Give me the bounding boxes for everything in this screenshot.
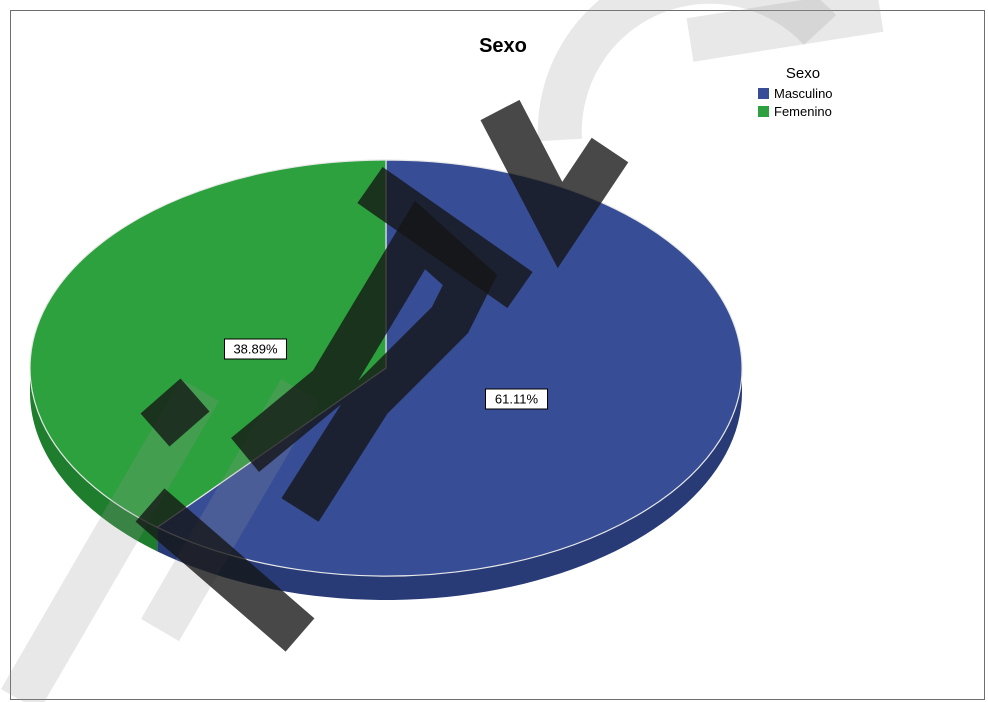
- legend: Sexo Masculino Femenino: [758, 65, 833, 119]
- pie-side-masculino: [157, 368, 742, 600]
- pie-side-femenino: [30, 368, 158, 552]
- legend-title: Sexo: [786, 65, 820, 82]
- legend-swatch: [758, 88, 769, 99]
- legend-swatch: [758, 106, 769, 117]
- pie-slice-femenino[interactable]: [29, 159, 387, 529]
- chart-title: Sexo: [479, 35, 527, 57]
- data-label-text: 38.89%: [233, 342, 278, 357]
- labels-layer: 61.11% 38.89%: [224, 338, 548, 410]
- legend-item-femenino: Femenino: [758, 104, 832, 119]
- watermark: [0, 0, 884, 702]
- data-label-masculino: 61.11%: [485, 388, 548, 410]
- data-label-box: [224, 338, 287, 360]
- legend-label: Femenino: [774, 104, 832, 119]
- legend-items: Masculino Femenino: [758, 86, 833, 119]
- legend-label: Masculino: [774, 86, 833, 101]
- legend-item-masculino: Masculino: [758, 86, 833, 101]
- data-label-box: [485, 388, 548, 410]
- data-label-femenino: 38.89%: [224, 338, 287, 360]
- data-label-text: 61.11%: [495, 392, 539, 407]
